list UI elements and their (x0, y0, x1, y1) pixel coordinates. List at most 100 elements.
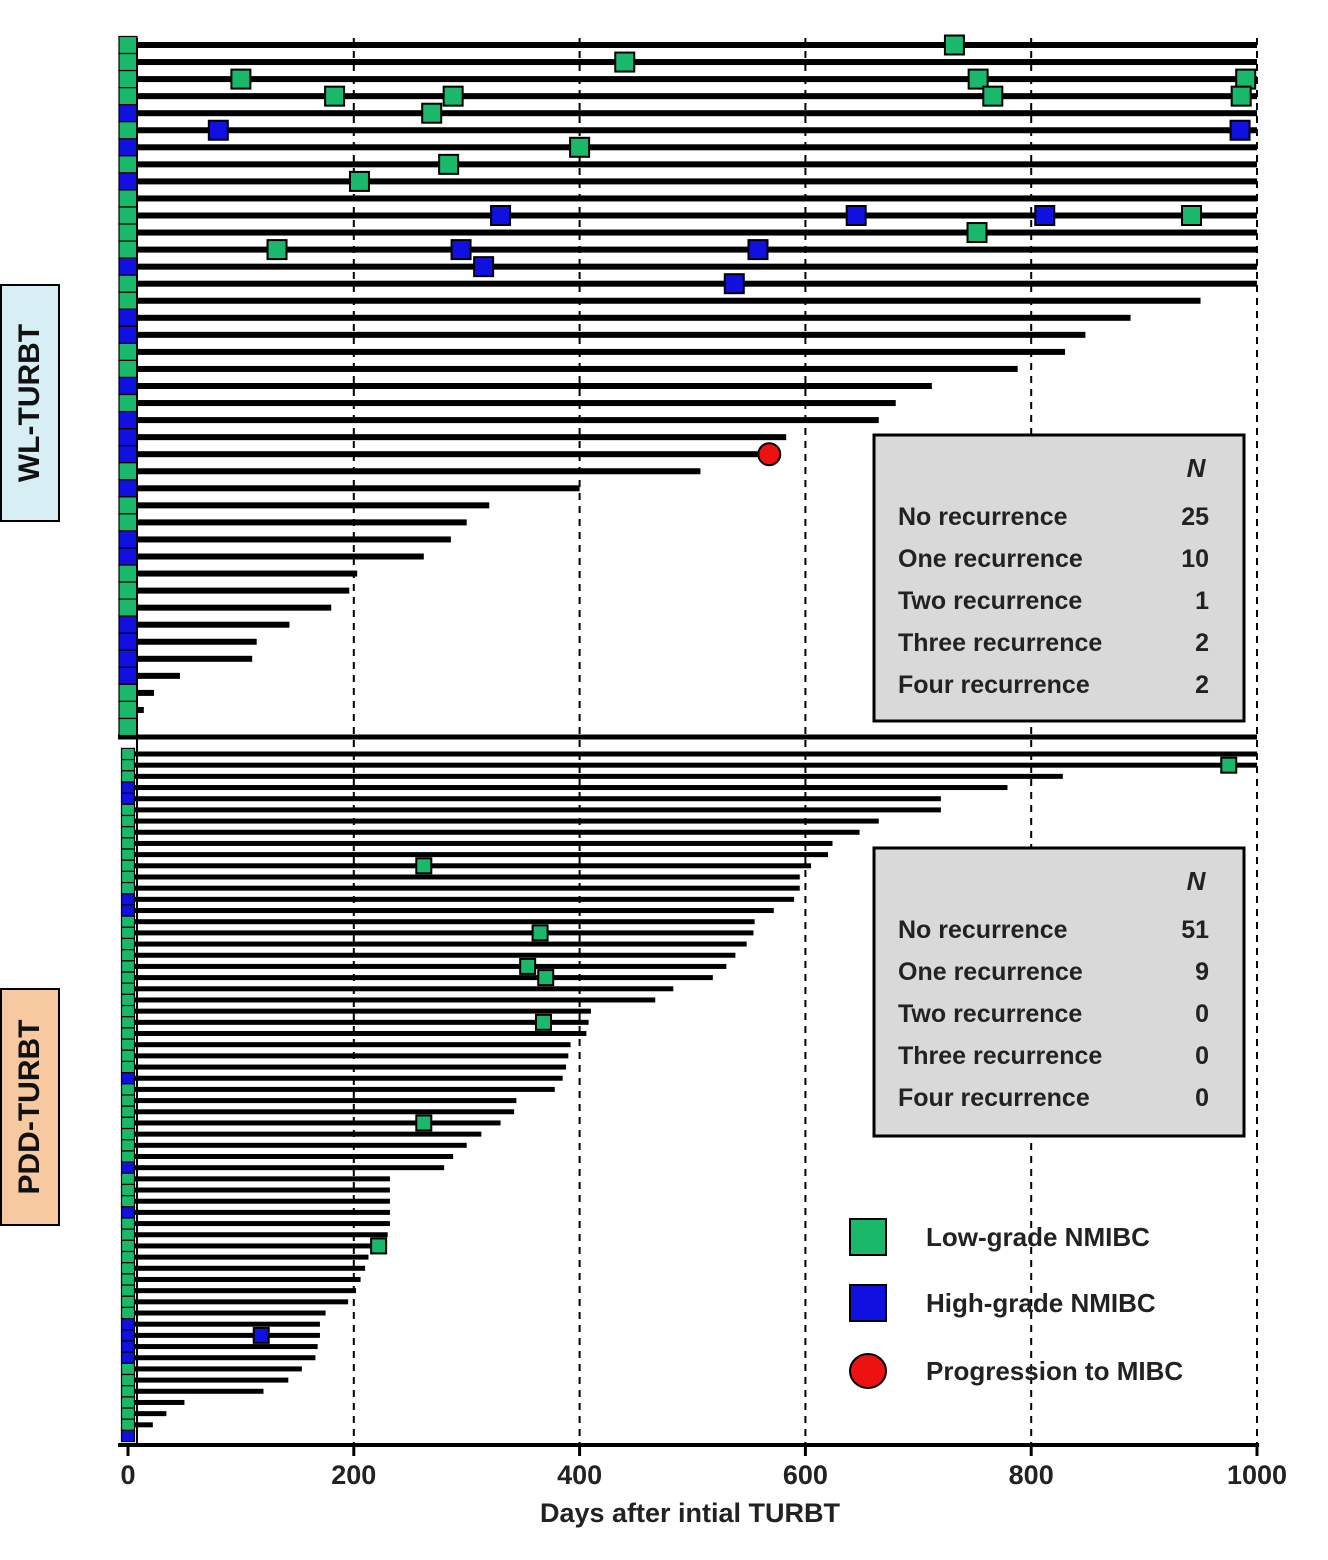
recurrence-high-marker (723, 273, 745, 295)
swim-bar (128, 689, 154, 696)
baseline-low-marker (120, 1027, 136, 1040)
swim-bar (128, 1131, 482, 1137)
swim-bar (128, 1075, 563, 1081)
swim-bar (128, 986, 674, 992)
swim-bar (128, 1120, 501, 1126)
baseline-low-marker (120, 814, 136, 828)
baseline-low-marker (120, 859, 136, 872)
table-row-count: 0 (1195, 1042, 1209, 1070)
swim-bar (128, 997, 656, 1003)
baseline-low-marker (120, 1385, 136, 1398)
baseline-low-marker (120, 915, 136, 928)
baseline-low-marker (120, 1105, 136, 1118)
baseline-low-marker (120, 1049, 136, 1063)
swim-bar (128, 655, 253, 662)
legend-low-label: Low-grade NMIBC (926, 1222, 1150, 1252)
x-tick-label: 1000 (1227, 1460, 1287, 1490)
legend-low-swatch (849, 1218, 887, 1256)
recurrence-low-marker (442, 85, 464, 107)
baseline-low-marker (120, 1094, 136, 1107)
swim-bar (128, 502, 490, 509)
recurrence-high-marker (1229, 119, 1251, 141)
baseline-high-marker (120, 893, 136, 906)
swim-bar (128, 796, 941, 802)
baseline-low-marker (120, 1083, 136, 1096)
baseline-low-marker (118, 206, 138, 225)
swim-bar (128, 807, 941, 813)
swim-bar (128, 1344, 318, 1350)
swim-bar (128, 587, 350, 594)
swim-bar (128, 1086, 555, 1092)
table-row-label: One recurrence (898, 958, 1083, 986)
baseline-low-marker (120, 1418, 136, 1432)
baseline-low-marker (118, 359, 138, 379)
x-tick-label: 600 (783, 1460, 828, 1490)
swim-bar (128, 908, 774, 914)
swim-bar (128, 941, 747, 947)
baseline-high-marker (118, 376, 138, 396)
table-row-label: One recurrence (898, 545, 1083, 573)
swim-bar (128, 874, 800, 880)
swim-bar (128, 1399, 185, 1405)
baseline-high-marker (118, 138, 138, 157)
swim-bar (128, 195, 1257, 202)
table-row-count: 1 (1195, 587, 1209, 615)
swim-bar (128, 1366, 302, 1372)
baseline-low-marker (120, 1284, 136, 1297)
swim-bar (128, 1008, 591, 1014)
table-row-label: Two recurrence (898, 587, 1082, 615)
swim-bar (128, 417, 879, 424)
baseline-high-marker (118, 445, 138, 464)
baseline-high-marker (118, 428, 138, 447)
swim-bar (128, 42, 1257, 48)
baseline-low-marker (120, 1362, 136, 1376)
baseline-high-marker (118, 615, 138, 634)
swim-bar (128, 76, 1257, 83)
recurrence-low-marker (438, 153, 460, 175)
swim-bar (128, 1276, 361, 1282)
table-row-label: Two recurrence (898, 1000, 1082, 1028)
swim-bar (128, 818, 879, 824)
baseline-low-marker (118, 342, 138, 362)
swim-bar (128, 672, 180, 679)
baseline-low-marker (120, 1116, 136, 1130)
baseline-high-marker (120, 1329, 136, 1342)
baseline-low-marker (118, 513, 138, 532)
recurrence-low-marker (569, 136, 591, 158)
swim-bar (128, 1321, 320, 1327)
legend-progression-swatch (849, 1353, 887, 1389)
recurrence-low-marker (421, 102, 443, 124)
swim-bar (128, 161, 1257, 168)
baseline-low-marker (118, 598, 138, 617)
baseline-low-marker (120, 1228, 136, 1241)
baseline-low-marker (120, 747, 136, 761)
recurrence-low-marker (230, 68, 252, 90)
baseline-low-marker (120, 1262, 136, 1275)
baseline-low-marker (118, 717, 138, 737)
swim-bar (128, 348, 1066, 355)
table-row-count: 51 (1181, 916, 1209, 944)
swim-bar (128, 451, 770, 458)
recurrence-low-marker (519, 957, 537, 975)
swim-bar (128, 1265, 366, 1271)
swim-bar (128, 1422, 153, 1428)
recurrence-high-marker (845, 205, 867, 226)
baseline-low-marker (120, 837, 136, 850)
table-row-count: 0 (1195, 1000, 1209, 1028)
swim-bar (128, 297, 1201, 304)
baseline-high-marker (120, 1340, 136, 1353)
swim-bar (128, 1332, 320, 1338)
summary-table-0 (872, 433, 1246, 723)
baseline-low-marker (118, 564, 138, 583)
baseline-low-marker (118, 393, 138, 413)
progression-marker (757, 442, 782, 467)
swim-bar (128, 246, 1257, 253)
swim-bar (128, 331, 1086, 338)
recurrence-high-marker (1034, 205, 1056, 226)
recurrence-low-marker (370, 1237, 388, 1255)
swim-bar (128, 1176, 390, 1182)
table-row-count: 0 (1195, 1084, 1209, 1112)
recurrence-high-marker (490, 205, 512, 226)
swim-bar (128, 1064, 567, 1070)
baseline-high-marker (120, 792, 136, 805)
